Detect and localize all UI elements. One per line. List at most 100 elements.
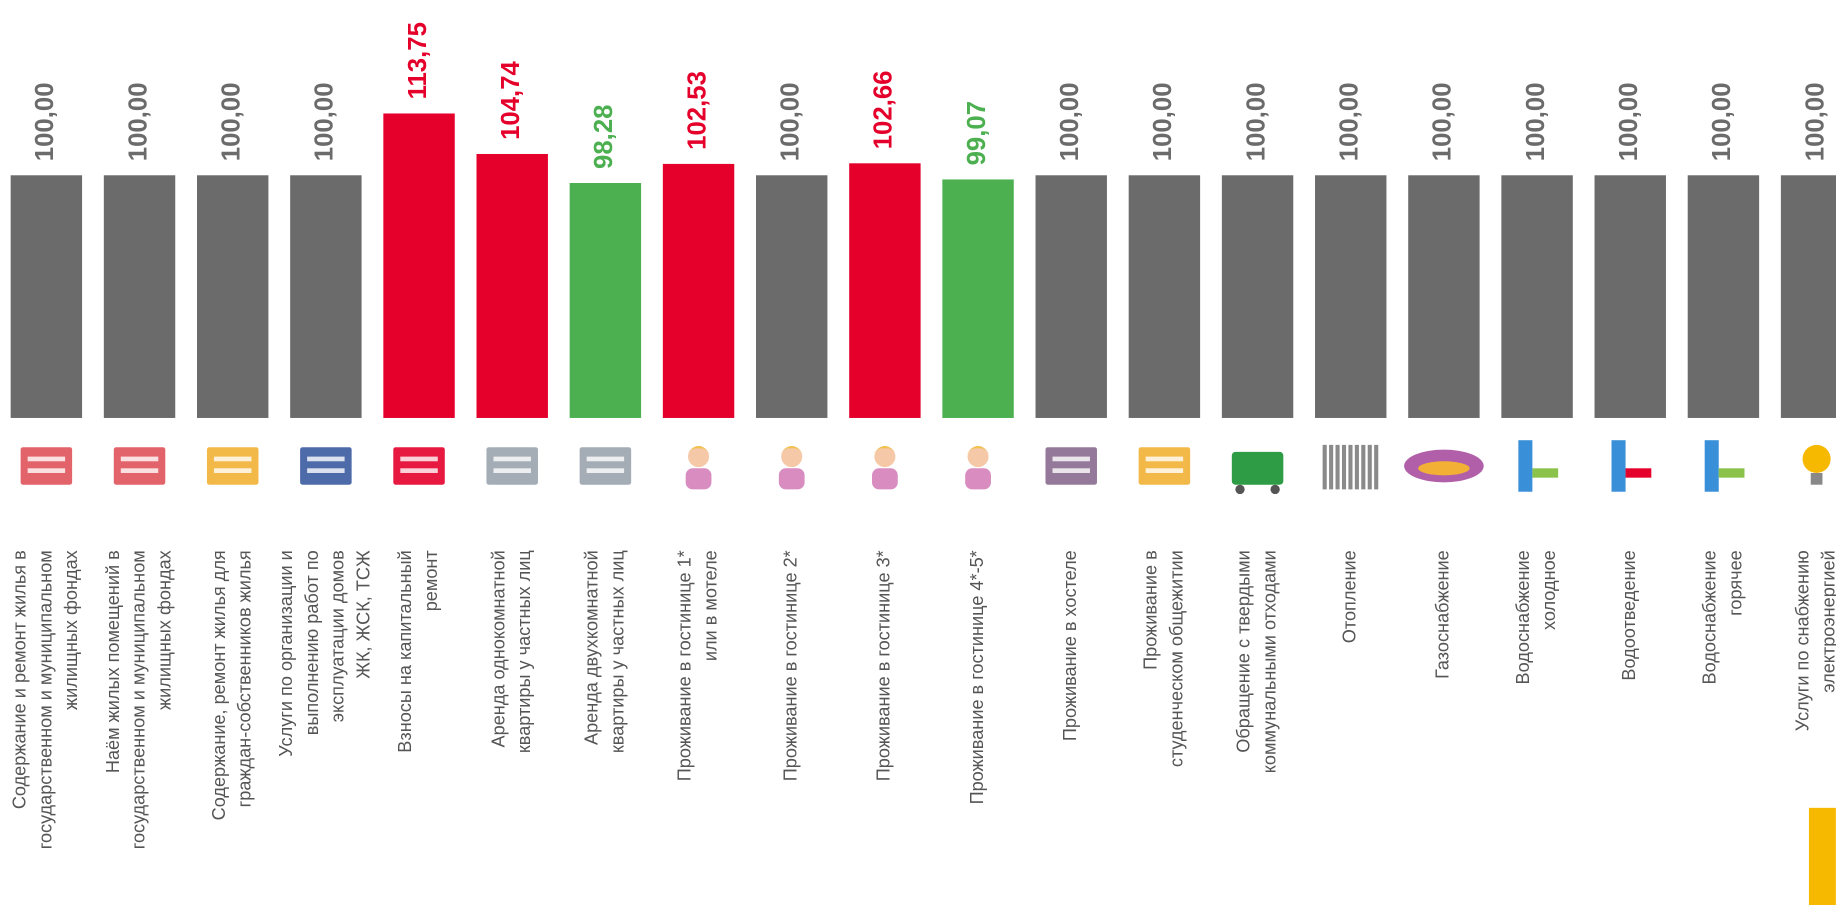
label-line: Водоснабжение <box>1513 550 1533 684</box>
x-tick-label: Водоснабжение горячее <box>1699 550 1745 684</box>
x-tick-label: Проживание в студенческом общежитии <box>1140 550 1186 767</box>
value-label: 100,00 <box>1242 82 1270 161</box>
bar <box>1315 175 1387 418</box>
icon <box>1611 440 1652 492</box>
icon-body <box>872 468 898 490</box>
icon-detail <box>307 456 345 462</box>
label-line: квартиры у частных лиц <box>514 550 534 753</box>
bar <box>1035 175 1107 418</box>
icon-pipe <box>1611 440 1626 492</box>
icon <box>1704 440 1745 492</box>
bar <box>1221 175 1294 418</box>
icon-pipe <box>1625 468 1652 478</box>
icon <box>1404 449 1484 483</box>
value-label: 113,75 <box>404 22 432 99</box>
icon-rib <box>1367 444 1372 490</box>
label-line: Услуги по организации и <box>276 550 296 756</box>
icon-bin <box>1231 451 1284 485</box>
value-label: 100,00 <box>1056 82 1084 161</box>
x-tick-label: Взносы на капитальный ремонт <box>395 550 441 752</box>
label-line: Наём жилых помещений в <box>103 550 123 773</box>
label-line: электроэнергией <box>1818 550 1836 692</box>
value-label: 100,00 <box>311 82 339 161</box>
icon-detail <box>586 468 625 473</box>
icon-detail <box>493 456 531 462</box>
bar <box>1408 175 1480 418</box>
x-tick-label: Проживание в гостинице 3* <box>874 550 894 781</box>
icon-rib <box>1322 444 1327 490</box>
icon-head <box>781 446 803 468</box>
icon <box>20 447 73 485</box>
label-line: выполнению работ по <box>302 550 322 735</box>
icon-rib <box>1329 444 1334 490</box>
icon-base <box>1810 472 1823 485</box>
icon-hair <box>873 446 897 455</box>
icon-rib <box>1361 444 1366 490</box>
icon-detail <box>27 468 66 473</box>
label-line: граждан-собственников жилья <box>234 550 254 807</box>
bar <box>383 113 455 418</box>
icon-head <box>688 446 710 468</box>
icon-detail <box>213 468 252 473</box>
label-line: холодное <box>1539 550 1559 630</box>
icon-detail <box>493 468 531 473</box>
label-line: ЖК, ЖСК, ТСЖ <box>353 550 373 679</box>
icon-shape <box>1045 447 1097 485</box>
icon-pipe <box>1718 468 1745 478</box>
icon-detail <box>120 468 159 473</box>
icon <box>579 447 632 485</box>
label-line: Услуги по снабжению <box>1793 550 1813 731</box>
icon <box>872 446 898 490</box>
x-tick-label: Обращение с твердыми коммунальными отхода… <box>1233 550 1279 773</box>
label-line: государственном и муниципальном <box>35 550 55 849</box>
bar <box>756 175 828 418</box>
icon <box>393 447 445 485</box>
x-tick-label: Водоотведение <box>1619 550 1639 680</box>
bar <box>1128 175 1201 418</box>
value-label: 100,00 <box>1708 82 1736 161</box>
bar <box>476 153 548 418</box>
icon-shape <box>300 447 352 485</box>
value-label: 100,00 <box>1336 82 1364 161</box>
label-line: Взносы на капитальный <box>395 550 415 752</box>
x-tick-label: Аренда двухкомнатной квартиры у частных л… <box>581 550 627 753</box>
bar <box>196 175 269 418</box>
x-tick-label: Аренда однокомнатной квартиры у частных л… <box>488 550 534 753</box>
icon <box>1045 447 1097 485</box>
label-line: Содержание и ремонт жилья в <box>9 550 29 809</box>
bar <box>942 179 1014 418</box>
icon-hair <box>780 446 804 455</box>
icon-burner <box>1418 461 1470 476</box>
value-label: 100,00 <box>1522 82 1550 161</box>
value-label: 99,07 <box>963 101 991 165</box>
x-tick-label: Проживание в гостинице 1* или в мотеле <box>674 550 720 781</box>
icon-hair <box>966 446 990 455</box>
icon-detail <box>400 468 438 473</box>
icon-head <box>874 446 896 468</box>
label-line: Аренда двухкомнатной <box>581 550 601 745</box>
label-line: студенческом общежитии <box>1166 550 1186 767</box>
x-tick-label: Услуги по снабжению электроэнергией <box>1793 550 1836 731</box>
icon <box>1518 440 1559 492</box>
icon <box>965 446 991 490</box>
x-tick-label: Отопление <box>1340 550 1360 643</box>
icon <box>685 446 712 490</box>
icon-detail <box>400 456 438 462</box>
icon-bulb <box>1802 444 1831 473</box>
icon-detail <box>1052 456 1090 462</box>
icon <box>1802 444 1831 485</box>
value-label: 104,74 <box>497 60 525 139</box>
value-label: 102,53 <box>683 71 711 150</box>
icon-detail <box>1145 468 1184 473</box>
label-line: Водоснабжение <box>1699 550 1719 684</box>
icon <box>778 446 805 490</box>
value-label: 100,00 <box>124 82 152 161</box>
value-label: 100,00 <box>1429 82 1457 161</box>
x-tick-label: Проживание в гостинице 4*-5* <box>967 550 987 804</box>
bar <box>849 163 921 418</box>
icon-shape <box>486 447 538 485</box>
label-line: горячее <box>1725 550 1745 616</box>
icon-body <box>965 468 991 490</box>
